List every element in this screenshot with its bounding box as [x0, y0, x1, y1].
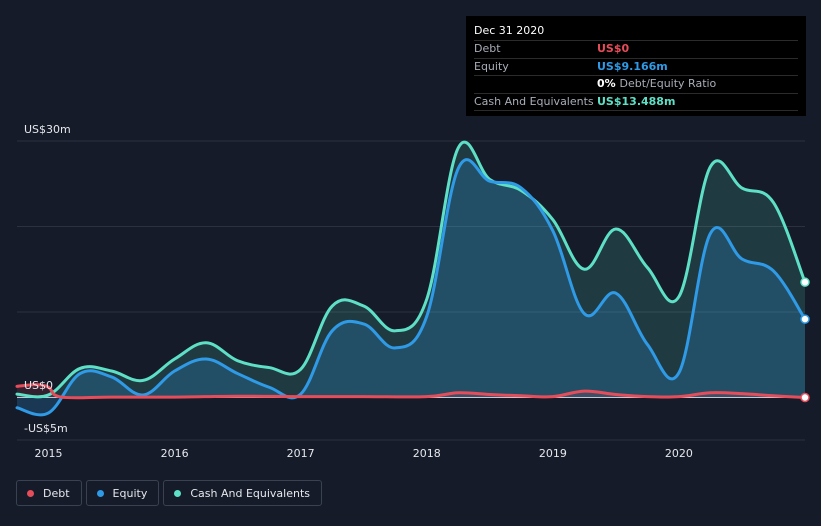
- tooltip-date: Dec 31 2020: [474, 22, 798, 41]
- cash-and-equivalents-line: [15, 140, 807, 399]
- legend-dot-equity: [96, 489, 104, 497]
- tooltip-row-equity: Equity US$9.166m: [474, 59, 798, 76]
- tooltip-debt-label: Debt: [474, 42, 501, 55]
- y-tick-label: US$30m: [24, 123, 71, 136]
- tooltip-ratio-number: 0%: [597, 77, 616, 90]
- tooltip-cash-label: Cash And Equivalents: [474, 94, 594, 108]
- equity-end-marker: [800, 314, 810, 324]
- equity-area: [17, 159, 805, 415]
- debt-end-marker: [800, 392, 810, 403]
- tooltip-row-cash: Cash And Equivalents US$13.488m: [474, 94, 798, 111]
- x-tick-label: 2020: [665, 447, 693, 460]
- legend-dot-debt: [27, 489, 34, 497]
- y-axis-labels: US$30m US$0 -US$5m: [24, 123, 71, 435]
- tooltip-row-ratio: 0% Debt/Equity Ratio: [474, 76, 798, 94]
- tooltip-row-debt: Debt US$0: [474, 41, 798, 59]
- debt-line: [15, 383, 807, 400]
- x-tick-label: 2015: [35, 447, 63, 460]
- x-tick-label: 2019: [539, 447, 567, 460]
- tooltip-cash-value: US$13.488m: [597, 94, 676, 108]
- legend-dot-cash: [174, 489, 182, 497]
- legend-label-cash: Cash And Equivalents: [190, 486, 310, 500]
- legend-item-debt[interactable]: Debt: [16, 480, 82, 506]
- tooltip-debt-value: US$0: [597, 42, 630, 55]
- cash-and-equivalents-end-marker: [800, 277, 810, 287]
- tooltip-equity-value: US$9.166m: [597, 59, 668, 73]
- legend: Debt Equity Cash And Equivalents: [16, 480, 322, 508]
- cash-and-equivalents-area: [17, 142, 805, 398]
- legend-item-cash[interactable]: Cash And Equivalents: [163, 480, 322, 506]
- tooltip-ratio-value: 0% Debt/Equity Ratio: [597, 76, 716, 93]
- legend-label-equity: Equity: [112, 486, 148, 500]
- data-tooltip: Dec 31 2020 Debt US$0 Equity US$9.166m 0…: [466, 16, 806, 116]
- y-tick-label: US$0: [24, 379, 53, 392]
- x-tick-label: 2017: [287, 447, 315, 460]
- legend-label-debt: Debt: [43, 486, 70, 500]
- y-tick-label: -US$5m: [24, 422, 68, 435]
- x-tick-label: 2018: [413, 447, 441, 460]
- legend-item-equity[interactable]: Equity: [85, 480, 160, 506]
- tooltip-ratio-label: Debt/Equity Ratio: [619, 77, 717, 90]
- series-lines: [15, 140, 807, 417]
- equity-line: [15, 158, 807, 417]
- tooltip-equity-label: Equity: [474, 59, 509, 73]
- x-tick-label: 2016: [161, 447, 189, 460]
- end-markers: [800, 277, 810, 403]
- x-axis-labels: 2015 2016 2017 2018 2019 2020: [35, 447, 693, 460]
